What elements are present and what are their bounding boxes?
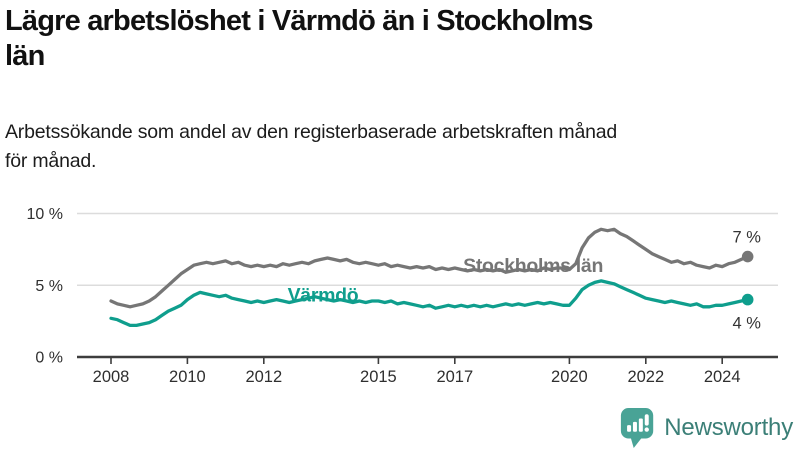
newsworthy-logo-icon	[621, 408, 654, 448]
series-end-value-label: 4 %	[732, 315, 761, 333]
y-tick-label: 5 %	[35, 278, 63, 295]
x-tick-label: 2008	[93, 368, 130, 386]
subtitle-line-2: för månad.	[5, 150, 97, 172]
newsworthy-logo-text: Newsworthy	[664, 414, 793, 441]
series-end-value-label: 7 %	[732, 229, 761, 247]
y-tick-label: 0 %	[35, 350, 63, 367]
series-name-label: Värmdö	[288, 285, 359, 307]
y-tick-label: 10 %	[27, 206, 63, 223]
chart-subtitle: Arbetssökande som andel av den registerb…	[5, 118, 797, 176]
series-end-dot	[741, 250, 754, 263]
x-tick-label: 2012	[245, 368, 282, 386]
series-line-stockholms-län	[109, 227, 750, 309]
series-name-label: Stockholms län	[463, 255, 603, 277]
series-end-dot	[741, 293, 754, 306]
x-tick-label: 2017	[436, 368, 473, 386]
x-tick-label: 2024	[704, 368, 741, 386]
page-title: Lägre arbetslöshet i Värmdö än i Stockho…	[5, 4, 785, 74]
x-tick-label: 2010	[169, 368, 206, 386]
newsworthy-logo[interactable]: Newsworthy	[619, 408, 793, 448]
series-line-värmdö	[109, 279, 750, 328]
subtitle-line-1: Arbetssökande som andel av den registerb…	[5, 121, 618, 143]
title-line-2: län	[5, 40, 45, 72]
x-tick-label: 2022	[627, 368, 664, 386]
title-line-1: Lägre arbetslöshet i Värmdö än i Stockho…	[5, 5, 593, 37]
x-tick-label: 2020	[551, 368, 588, 386]
x-tick-label: 2015	[360, 368, 397, 386]
